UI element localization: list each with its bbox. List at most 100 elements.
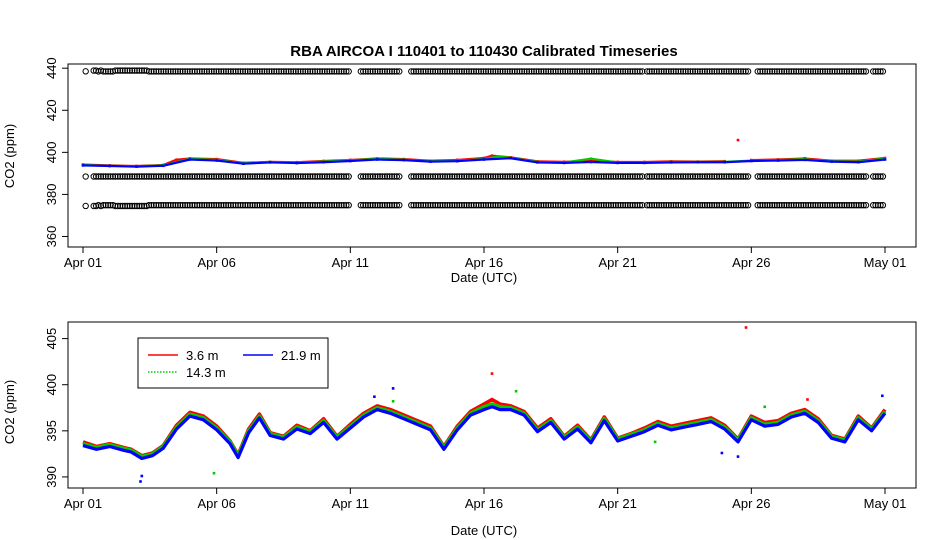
reference-gas-point <box>258 202 266 209</box>
reference-gas-point <box>198 173 206 180</box>
top-series-point <box>562 161 566 165</box>
reference-gas-point <box>379 202 386 209</box>
top-x-tick-label: Apr 06 <box>198 255 236 270</box>
reference-gas-point <box>410 173 417 180</box>
reference-gas-point <box>446 68 453 75</box>
reference-gas-point <box>333 173 340 180</box>
reference-gas-point <box>487 202 494 209</box>
reference-gas-point <box>766 173 773 180</box>
reference-gas-point <box>658 68 665 75</box>
reference-gas-point <box>458 68 465 75</box>
reference-gas-point <box>475 202 482 209</box>
reference-gas-point <box>636 202 644 209</box>
reference-gas-point <box>629 173 636 180</box>
reference-gas-point <box>605 68 612 75</box>
top-series-segment <box>270 161 297 165</box>
reference-gas-point <box>449 202 456 209</box>
reference-gas-point <box>160 173 167 180</box>
reference-gas-point <box>367 173 374 180</box>
reference-gas-point <box>771 68 778 75</box>
reference-gas-point <box>384 68 391 75</box>
reference-gas-point <box>258 173 266 180</box>
reference-gas-point <box>615 202 622 209</box>
reference-gas-point <box>862 173 870 180</box>
reference-gas-point <box>155 68 162 75</box>
reference-gas-point <box>687 68 694 75</box>
reference-gas-point <box>441 68 449 75</box>
reference-gas-point <box>684 68 692 75</box>
reference-gas-point <box>730 202 737 209</box>
reference-gas-point <box>220 202 227 209</box>
reference-gas-point <box>831 173 838 180</box>
reference-gas-point <box>256 68 263 75</box>
reference-gas-point <box>660 68 668 75</box>
reference-gas-point <box>730 173 737 180</box>
reference-gas-point <box>239 68 247 75</box>
reference-gas-point <box>540 68 547 75</box>
reference-gas-point <box>785 202 793 209</box>
reference-gas-point <box>812 68 819 75</box>
reference-gas-point <box>761 202 769 209</box>
reference-gas-point <box>155 173 162 180</box>
reference-gas-point <box>870 202 877 209</box>
reference-gas-point <box>716 202 723 209</box>
reference-gas-point <box>646 173 653 180</box>
reference-gas-point <box>90 173 97 180</box>
reference-gas-point <box>682 173 689 180</box>
reference-gas-point <box>778 173 785 180</box>
bottom-outlier-point <box>391 400 395 403</box>
reference-gas-point <box>242 202 249 209</box>
reference-gas-point <box>316 202 324 209</box>
reference-gas-point <box>456 68 463 75</box>
reference-gas-point <box>764 173 771 180</box>
reference-gas-point <box>619 202 627 209</box>
reference-gas-point <box>574 202 581 209</box>
reference-gas-point <box>160 202 167 209</box>
reference-gas-point <box>302 68 309 75</box>
reference-gas-point <box>826 202 834 209</box>
reference-gas-point <box>754 173 761 180</box>
reference-gas-point <box>335 173 343 180</box>
reference-gas-point <box>323 68 331 75</box>
reference-gas-point <box>682 202 689 209</box>
legend-box <box>137 337 329 389</box>
reference-gas-point <box>449 68 456 75</box>
reference-gas-point <box>439 68 446 75</box>
reference-gas-point <box>663 173 670 180</box>
reference-gas-point <box>744 202 752 209</box>
reference-gas-point <box>879 202 887 209</box>
reference-gas-point <box>449 173 456 180</box>
reference-gas-point <box>586 202 593 209</box>
reference-gas-point <box>586 68 593 75</box>
reference-gas-point <box>386 68 393 75</box>
reference-gas-point <box>461 173 468 180</box>
reference-gas-point <box>362 202 369 209</box>
reference-gas-point <box>396 68 403 75</box>
top-y-tick-label: 440 <box>44 57 59 79</box>
reference-gas-point <box>285 202 292 209</box>
reference-gas-point <box>201 68 208 75</box>
reference-gas-point <box>814 202 822 209</box>
reference-gas-point <box>805 202 812 209</box>
reference-gas-point <box>802 173 810 180</box>
reference-gas-point <box>198 202 206 209</box>
reference-gas-point <box>278 68 285 75</box>
reference-gas-point <box>766 68 773 75</box>
reference-gas-point <box>131 67 138 74</box>
reference-gas-point <box>578 173 586 180</box>
bottom-outlier-point <box>653 440 657 444</box>
reference-gas-point <box>119 202 126 210</box>
reference-gas-point <box>569 202 576 209</box>
reference-gas-point <box>172 173 179 180</box>
reference-gas-point <box>331 173 338 180</box>
reference-gas-point <box>778 68 785 75</box>
reference-gas-point <box>275 68 283 75</box>
reference-gas-point <box>542 202 550 209</box>
reference-gas-point <box>809 202 817 209</box>
reference-gas-point <box>218 202 225 209</box>
bottom-outlier-point <box>736 455 740 458</box>
reference-gas-point <box>704 202 711 209</box>
reference-gas-point <box>757 68 764 75</box>
reference-gas-point <box>381 202 388 209</box>
reference-gas-point <box>675 173 682 180</box>
